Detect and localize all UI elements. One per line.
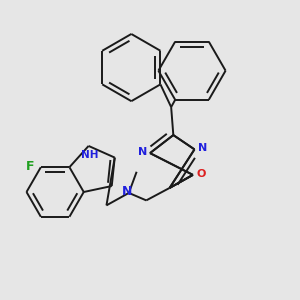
Text: N: N [122, 185, 133, 198]
Text: NH: NH [81, 150, 99, 160]
Text: N: N [138, 147, 147, 157]
Text: F: F [26, 160, 34, 173]
Text: O: O [197, 169, 206, 179]
Text: N: N [198, 143, 207, 153]
